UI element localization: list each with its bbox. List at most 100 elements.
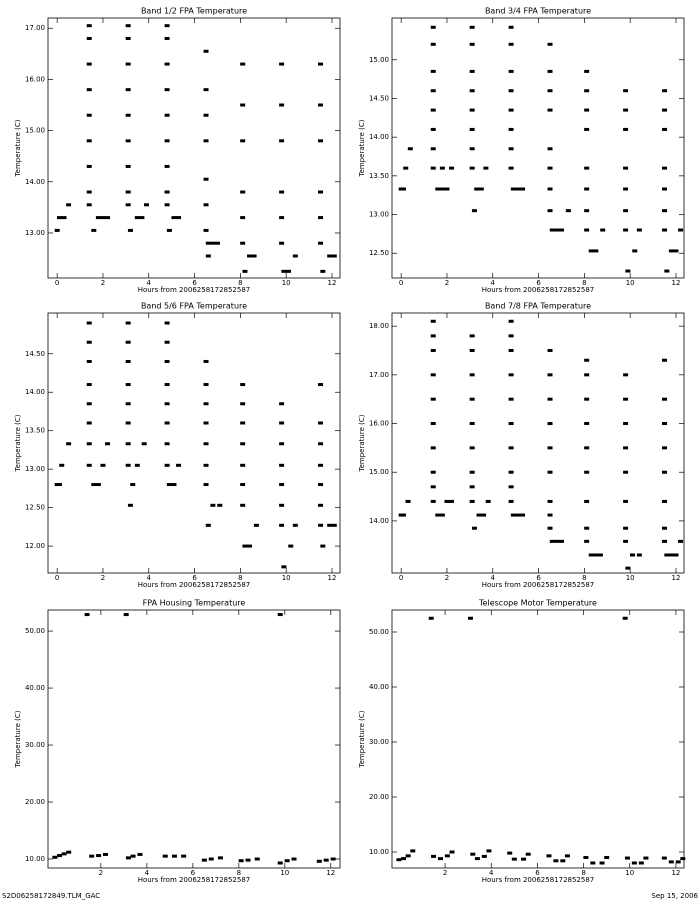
y-axis-label: Temperature (C) [358, 414, 366, 472]
data-point [203, 421, 209, 425]
data-point [508, 373, 514, 377]
data-point [435, 187, 441, 191]
x-tick-label: 6 [192, 574, 197, 582]
data-point [444, 187, 450, 191]
data-point [588, 249, 594, 253]
data-point [584, 539, 590, 543]
x-tick-label: 8 [238, 574, 242, 582]
data-point [662, 209, 668, 213]
data-point [662, 187, 668, 191]
data-point [547, 209, 553, 213]
data-point [164, 321, 170, 325]
x-axis-label: Hours from 2006258172852587 [482, 581, 595, 589]
data-point [593, 553, 599, 557]
data-point [584, 166, 590, 170]
data-point [318, 523, 324, 527]
data-point [164, 113, 170, 117]
data-point [203, 228, 209, 232]
data-point [143, 203, 149, 207]
data-point [600, 228, 606, 232]
data-point [631, 861, 637, 865]
data-point [292, 254, 298, 258]
data-point [66, 203, 72, 207]
data-point [105, 216, 111, 220]
x-tick-label: 4 [145, 869, 150, 877]
data-point [164, 340, 170, 344]
data-point [86, 321, 92, 325]
data-point [430, 108, 436, 112]
data-point [86, 164, 92, 168]
data-point [632, 249, 638, 253]
plot-frame [391, 17, 685, 279]
data-point [664, 553, 670, 557]
data-point [240, 442, 246, 446]
data-point [449, 499, 455, 503]
data-point [629, 553, 635, 557]
data-point [125, 383, 131, 387]
data-point [66, 850, 72, 854]
data-point [508, 334, 514, 338]
data-point [400, 513, 406, 517]
data-point [560, 859, 566, 863]
data-point [56, 483, 62, 487]
data-point [54, 228, 60, 232]
x-axis-label: Hours from 2006258172852587 [138, 581, 251, 589]
data-point [164, 402, 170, 406]
footer-left: S2D06258172849.TLM_GAC [2, 892, 100, 900]
data-point [164, 139, 170, 143]
data-point [469, 42, 475, 46]
x-tick-label: 2 [445, 279, 449, 287]
data-point [171, 483, 177, 487]
y-tick-label: 14.00 [369, 133, 389, 141]
data-point [508, 499, 514, 503]
data-point [547, 526, 553, 530]
data-point [203, 463, 209, 467]
y-tick-label: 13.00 [25, 229, 45, 237]
x-tick-label: 10 [626, 574, 635, 582]
data-point [95, 483, 101, 487]
data-point [318, 241, 324, 245]
data-point [469, 422, 475, 426]
data-point [664, 269, 670, 273]
data-point [547, 147, 553, 151]
data-point [623, 397, 629, 401]
data-point [86, 340, 92, 344]
data-point [584, 499, 590, 503]
y-tick-label: 20.00 [25, 798, 45, 806]
data-point [125, 321, 131, 325]
data-point [584, 422, 590, 426]
x-tick-label: 10 [280, 869, 289, 877]
data-point [547, 397, 553, 401]
data-point [203, 203, 209, 207]
data-point [96, 854, 102, 858]
data-point [444, 499, 450, 503]
data-point [623, 89, 629, 93]
x-axis-label: Hours from 2006258172852587 [482, 876, 595, 884]
data-point [643, 856, 649, 860]
footer-right: Sep 15, 2006 [651, 892, 698, 900]
data-point [127, 228, 133, 232]
x-axis-label: Hours from 2006258172852587 [138, 286, 251, 294]
data-point [662, 89, 668, 93]
data-point [590, 861, 596, 865]
data-point [407, 147, 413, 151]
x-tick-label: 6 [192, 279, 197, 287]
data-point [86, 190, 92, 194]
data-point [662, 127, 668, 131]
data-point [137, 852, 143, 856]
data-point [547, 422, 553, 426]
data-point [547, 348, 553, 352]
data-point [508, 446, 514, 450]
y-tick-label: 12.50 [369, 249, 389, 257]
data-point [508, 470, 514, 474]
data-point [208, 857, 214, 861]
data-point [320, 269, 326, 273]
data-point [435, 513, 441, 517]
data-point [125, 421, 131, 425]
data-point [623, 166, 629, 170]
chart-title: Telescope Motor Temperature [478, 599, 597, 608]
data-point [279, 241, 285, 245]
x-axis-label: Hours from 2006258172852587 [138, 876, 251, 884]
data-point [478, 187, 484, 191]
